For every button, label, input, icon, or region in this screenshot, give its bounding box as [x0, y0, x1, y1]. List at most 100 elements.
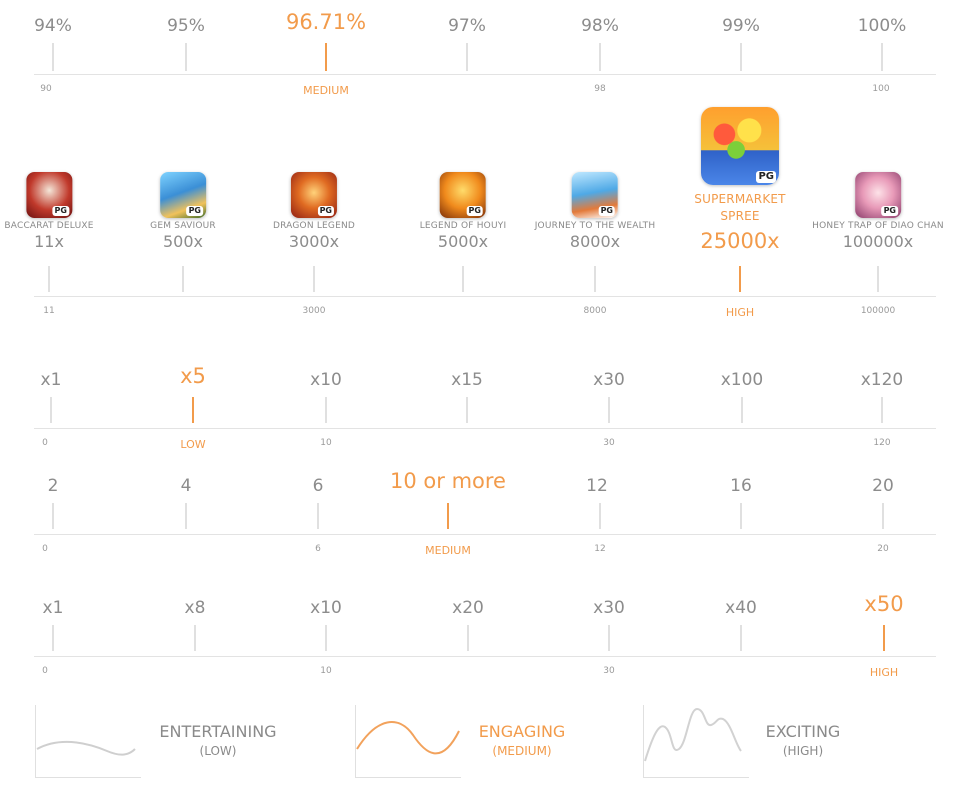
tick — [741, 397, 743, 423]
tick — [466, 43, 468, 71]
game-multiplier: 100000x — [842, 232, 914, 251]
tick — [317, 503, 319, 529]
pg-badge: PG — [466, 206, 483, 216]
tick — [52, 503, 54, 529]
game-supermarket-spree[interactable]: PG SUPERMARKET SPREE 25000x — [685, 107, 795, 253]
volatility-high-graph-frame — [643, 705, 749, 778]
axis-label: 90 — [40, 84, 52, 94]
count-label: 20 — [872, 476, 894, 496]
pg-badge: PG — [52, 206, 69, 216]
axis-label: 10 — [320, 438, 332, 448]
tick — [881, 43, 883, 71]
tick — [313, 266, 315, 292]
tick — [881, 397, 883, 423]
tick-highlight — [325, 43, 327, 71]
tick — [48, 266, 50, 292]
count-label: 16 — [730, 476, 752, 496]
axis-label-highlight: LOW — [180, 438, 206, 451]
axis-label: 0 — [42, 666, 48, 676]
baccarat-deluxe-icon: PG — [25, 172, 72, 218]
gem-saviour-icon: PG — [160, 172, 206, 218]
axis-label: 3000 — [302, 306, 326, 316]
pg-badge: PG — [186, 206, 203, 216]
tick — [877, 266, 879, 292]
journey-to-the-wealth-icon: PG — [572, 172, 618, 218]
axis-label: 10 — [320, 666, 332, 676]
game-name-highlight: SUPERMARKET SPREE — [694, 192, 786, 223]
game-journey-to-the-wealth[interactable]: PG JOURNEY TO THE WEALTH 8000x — [535, 172, 656, 251]
pg-badge: PG — [317, 206, 334, 216]
axis-label: 0 — [42, 438, 48, 448]
game-multiplier: 5000x — [437, 232, 489, 251]
tick — [882, 503, 884, 529]
game-name: DRAGON LEGEND — [272, 221, 356, 231]
bonus-multiplier-scale: x1 x8 x10 x20 x30 x40 x50 0 10 30 HIGH — [0, 588, 953, 683]
game-name: GEM SAVIOUR — [150, 221, 216, 231]
axis-label: 120 — [873, 438, 891, 448]
axis-label: 100 — [872, 84, 890, 94]
tick — [740, 625, 742, 651]
tick — [52, 43, 54, 71]
game-multiplier: 3000x — [288, 232, 340, 251]
dragon-legend-icon: PG — [291, 172, 337, 218]
high-wave-icon — [644, 707, 742, 762]
game-dragon-legend[interactable]: PG DRAGON LEGEND 3000x — [273, 172, 355, 251]
game-name: JOURNEY TO THE WEALTH — [534, 221, 656, 231]
axis-label-highlight: HIGH — [725, 306, 755, 319]
rtp-label: 99% — [722, 16, 760, 36]
legend-of-houyi-icon: PG — [439, 172, 486, 218]
axis-label: 100000 — [860, 306, 896, 316]
multiplier-label-highlight: x5 — [180, 364, 206, 388]
axis-label-highlight: HIGH — [869, 666, 899, 679]
bonus-label: x30 — [593, 598, 625, 618]
volatility-subtitle: (MEDIUM) — [492, 744, 552, 758]
game-name: HONEY TRAP OF DIAO CHAN — [812, 221, 944, 231]
volatility-subtitle: (HIGH) — [782, 744, 824, 758]
count-scale: 2 4 6 10 or more 12 16 20 0 6 MEDIUM 12 … — [0, 465, 953, 560]
tick — [325, 397, 327, 423]
game-legend-of-houyi[interactable]: PG LEGEND OF HOUYI 5000x — [420, 172, 507, 251]
rtp-label: 94% — [34, 16, 72, 36]
rtp-label: 95% — [167, 16, 205, 36]
game-baccarat-deluxe[interactable]: PG BACCARAT DELUXE 11x — [4, 172, 93, 251]
game-name: LEGEND OF HOUYI — [419, 221, 507, 231]
scale-baseline — [34, 428, 936, 429]
axis-label: 0 — [42, 544, 48, 554]
tick — [599, 43, 601, 71]
honey-trap-of-diao-chan-icon: PG — [855, 172, 901, 218]
scale-baseline — [34, 74, 936, 75]
tick — [594, 266, 596, 292]
multiplier-scale: x1 x5 x10 x15 x30 x100 x120 0 LOW 10 30 … — [0, 360, 953, 455]
pg-badge: PG — [598, 206, 615, 216]
volatility-subtitle: (LOW) — [199, 744, 237, 758]
axis-label-highlight: MEDIUM — [303, 84, 349, 97]
bonus-label: x10 — [310, 598, 342, 618]
scale-baseline — [34, 296, 936, 297]
axis-label-highlight: MEDIUM — [425, 544, 471, 557]
game-honey-trap-of-diao-chan[interactable]: PG HONEY TRAP OF DIAO CHAN 100000x — [812, 172, 944, 251]
multiplier-label: x10 — [310, 370, 342, 390]
axis-label: 20 — [877, 544, 889, 554]
game-name: BACCARAT DELUXE — [4, 221, 94, 231]
scale-baseline — [34, 534, 936, 535]
bonus-label: x8 — [184, 598, 206, 618]
tick — [325, 625, 327, 651]
count-label: 6 — [312, 476, 324, 496]
multiplier-label: x30 — [593, 370, 625, 390]
volatility-title: ENGAGING — [478, 722, 566, 741]
rtp-label-highlight: 96.71% — [285, 10, 367, 34]
game-gem-saviour[interactable]: PG GEM SAVIOUR 500x — [150, 172, 216, 251]
multiplier-label: x15 — [451, 370, 483, 390]
volatility-low-graph-frame — [35, 705, 141, 778]
tick — [50, 397, 52, 423]
supermarket-spree-icon: PG — [701, 107, 779, 185]
tick — [599, 503, 601, 529]
rtp-label: 100% — [857, 16, 907, 36]
tick — [608, 397, 610, 423]
scale-baseline — [34, 656, 936, 657]
tick — [194, 625, 196, 651]
tick-highlight — [447, 503, 449, 529]
axis-label: 11 — [43, 306, 55, 316]
count-label: 2 — [47, 476, 59, 496]
count-label-highlight: 10 or more — [390, 469, 506, 493]
